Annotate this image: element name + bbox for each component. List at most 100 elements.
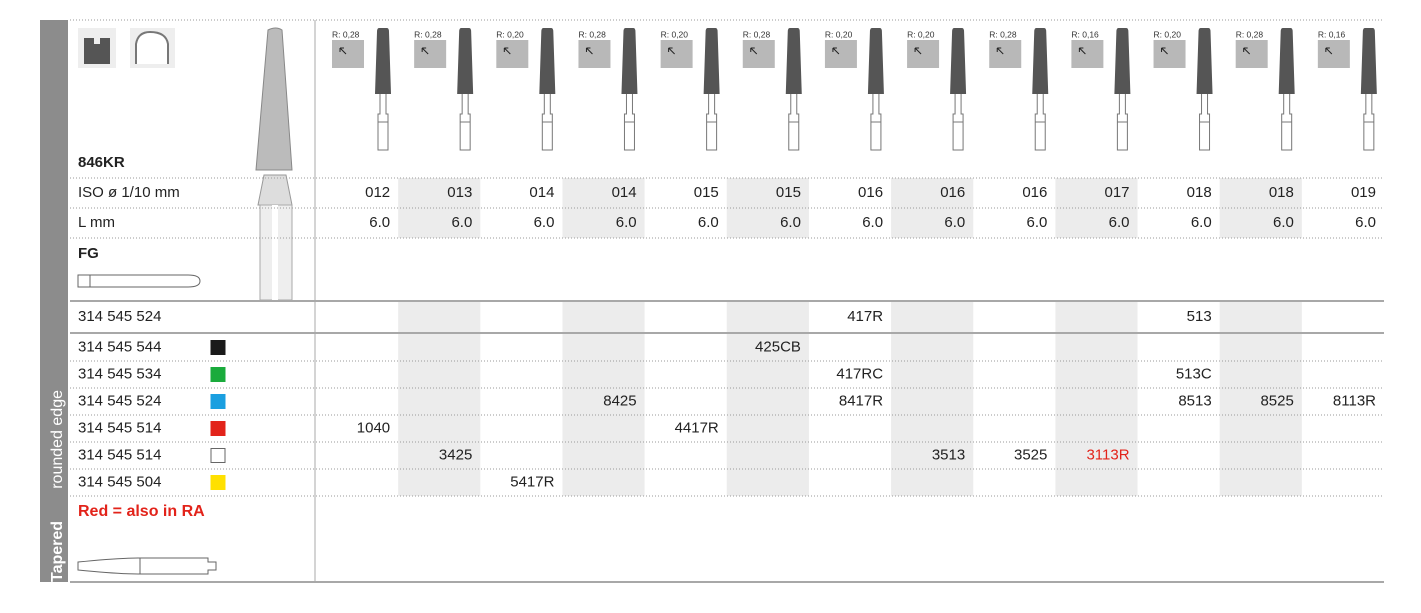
article-number: 3113R (1086, 446, 1129, 463)
radius-label: R: 0,20 (907, 29, 935, 39)
column-shade (1055, 302, 1138, 496)
iso-value: 015 (694, 184, 719, 201)
article-number: 417R (847, 308, 883, 325)
bur-shank (1363, 94, 1375, 151)
iso-value: 014 (529, 184, 554, 201)
radius-box (1317, 40, 1350, 68)
radius-box (989, 40, 1022, 68)
product-name: 846KR (78, 154, 125, 171)
bur-shank (706, 94, 718, 151)
radius-arrow (668, 47, 675, 55)
article-code: 314 545 524 (78, 392, 161, 409)
bur-shank (870, 94, 882, 151)
length-value: 6.0 (944, 214, 965, 231)
bur-shank (1199, 94, 1211, 151)
column-shade (726, 302, 809, 496)
radius-label: R: 0,16 (1318, 29, 1346, 39)
tooth-icons (78, 28, 175, 68)
article-code: 314 545 534 (78, 365, 161, 382)
radius-arrow (503, 47, 511, 55)
bur-head (1360, 28, 1377, 94)
iso-value: 019 (1351, 184, 1376, 201)
fg-icon (77, 274, 201, 288)
bur-head (1032, 28, 1049, 94)
radius-arrow (421, 47, 429, 55)
table-lines (70, 19, 1384, 583)
bur-head (1196, 28, 1213, 94)
color-swatch (210, 448, 226, 463)
article-number: 3425 (439, 446, 472, 463)
radius-label: R: 0,28 (414, 29, 442, 39)
color-swatch (210, 394, 226, 409)
article-number: 8417R (839, 392, 883, 409)
article-number: 3525 (1014, 446, 1047, 463)
radius-box (1235, 40, 1268, 68)
iso-value: 014 (612, 184, 637, 201)
color-swatch (210, 340, 226, 355)
article-number: 8513 (1178, 392, 1211, 409)
radius-label: R: 0,28 (578, 29, 606, 39)
bur-shank (459, 94, 471, 151)
bur-shank (952, 94, 964, 151)
iso-value: 017 (1105, 184, 1130, 201)
length-value: 6.0 (780, 214, 801, 231)
color-swatch (210, 475, 226, 490)
column-shade (726, 178, 809, 238)
bur-shank (541, 94, 553, 151)
bur-head (1114, 28, 1131, 94)
radius-box (496, 40, 529, 68)
length-value: 6.0 (1273, 214, 1294, 231)
column-shade (398, 302, 481, 496)
bur-shank (1116, 94, 1128, 151)
article-number: 8425 (603, 392, 636, 409)
radius-arrow (750, 47, 758, 55)
column-shade (562, 302, 645, 496)
radius-arrow (1325, 47, 1333, 55)
bur-head (457, 28, 474, 94)
article-code: 314 545 514 (78, 419, 161, 436)
main-bur (255, 27, 293, 301)
radius-label: R: 0,28 (1236, 29, 1264, 39)
side-band (40, 20, 68, 582)
radius-label: R: 0,20 (496, 29, 524, 39)
article-number: 417RC (836, 365, 883, 382)
radius-box (414, 40, 447, 68)
bur-head (539, 28, 556, 94)
radius-label: R: 0,16 (1071, 29, 1099, 39)
radius-label: R: 0,28 (989, 29, 1017, 39)
radius-arrow (832, 47, 840, 55)
bur-head (621, 28, 638, 94)
radius-box (1071, 40, 1104, 68)
radius-label: R: 0,20 (661, 29, 689, 39)
side-label: rounded edge (49, 390, 66, 489)
radius-arrow (585, 47, 593, 55)
radius-arrow (339, 47, 347, 55)
length-value: 6.0 (1027, 214, 1048, 231)
length-value: 6.0 (862, 214, 883, 231)
iso-value: 013 (447, 184, 472, 201)
iso-value: 012 (365, 184, 390, 201)
column-shade (1219, 302, 1302, 496)
radius-arrow (1078, 47, 1086, 55)
bur-shank (377, 94, 389, 151)
shank-label: FG (78, 245, 99, 262)
article-number: 3513 (932, 446, 965, 463)
article-code: 314 545 544 (78, 338, 161, 355)
length-value: 6.0 (698, 214, 719, 231)
iso-value: 016 (940, 184, 965, 201)
iso-value: 016 (858, 184, 883, 201)
bur-shank (788, 94, 800, 151)
article-number: 8113R (1333, 392, 1376, 409)
article-code: 314 545 504 (78, 473, 161, 490)
length-value: 6.0 (451, 214, 472, 231)
article-number: 425CB (755, 338, 801, 355)
side-title: Tapered (49, 521, 66, 582)
length-value: 6.0 (534, 214, 555, 231)
color-swatch (210, 367, 226, 382)
column-shade (562, 178, 645, 238)
radius-box (1153, 40, 1186, 68)
radius-box (824, 40, 857, 68)
radius-box (332, 40, 364, 68)
bur-shank (1281, 94, 1293, 151)
